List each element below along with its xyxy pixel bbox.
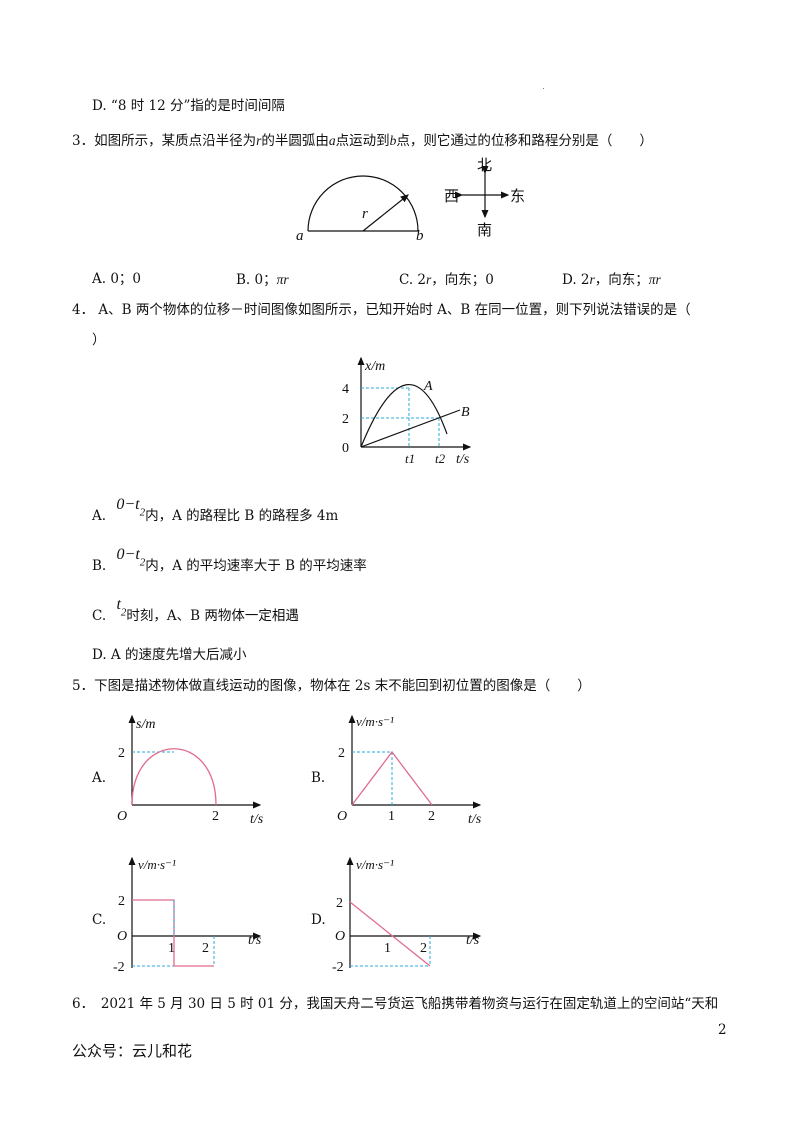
q5d-ylabel: v/m·s⁻¹: [356, 857, 394, 872]
q4-option-c: C. t2时刻，A、B 两物体一定相遇: [92, 596, 299, 624]
q3-point-b: b: [416, 228, 424, 244]
q3-var-b: b: [389, 133, 397, 148]
q3-option-b: B. 0；πr: [236, 272, 289, 288]
q4-xt-graph: x/m 4 2 0 t1 t2 t/s A B: [342, 356, 472, 467]
q4-origin: 0: [342, 441, 349, 456]
q5a-origin: O: [117, 809, 127, 824]
q5b-ylabel: v/m·s⁻¹: [356, 714, 394, 729]
q4-xlabel: t/s: [456, 452, 470, 467]
q3-option-d: D. 2r，向东；πr: [562, 272, 661, 288]
q5c-xlabel: t/s: [248, 933, 262, 948]
q3-point-a: a: [296, 228, 304, 244]
q5c-xtick-1: 1: [168, 941, 175, 956]
q5a-xtick-2: 2: [212, 809, 219, 824]
q4-option-a: A. 0−t2内，A 的路程比 B 的路程多 4m: [92, 496, 339, 524]
q5-stem: 5．下图是描述物体做直线运动的图像，物体在 2s 末不能回到初位置的图像是（ ）: [72, 678, 591, 694]
q5-graph-a: s/m 2 O 2 t/s: [117, 714, 264, 827]
q5-option-c-label: C.: [92, 912, 107, 928]
q5d-origin: O: [335, 929, 345, 944]
compass-east: 东: [510, 188, 525, 205]
q5d-ytick-2: 2: [336, 896, 343, 911]
q3-compass-figure: 北 南 西 东: [444, 157, 525, 239]
compass-west: 西: [444, 189, 459, 205]
q5d-xtick-1: 1: [384, 941, 391, 956]
q5-option-d-label: D.: [311, 912, 326, 928]
q5-option-a-label: A.: [92, 770, 107, 786]
q4-line-b-label: B: [461, 405, 470, 420]
q5d-xtick-2: 2: [420, 941, 427, 956]
q3-stem-part4: 点，则它通过的位移和路程分别是（ ）: [396, 133, 653, 149]
q5b-ytick-2: 2: [338, 746, 345, 761]
q5c-xtick-2: 2: [202, 941, 209, 956]
q4-option-b: B. 0−t2内，A 的平均速率大于 B 的平均速率: [92, 546, 367, 574]
q4-option-d: D. A 的速度先增大后减小: [92, 647, 247, 663]
q5-graph-d: v/m·s⁻¹ 2 -2 O 1 2 t/s: [332, 856, 482, 975]
q5a-ylabel: s/m: [136, 717, 155, 732]
q5c-ytick-2: 2: [118, 894, 125, 909]
q4-ytick-4: 4: [342, 382, 349, 397]
q5b-origin: O: [337, 809, 347, 824]
q3-stem-part2: 的半圆弧由: [261, 133, 329, 149]
q5d-ytick-neg2: -2: [332, 960, 344, 975]
q5-graph-b: v/m·s⁻¹ 2 O 1 2 t/s: [337, 714, 482, 827]
q2-option-d: D. “8 时 12 分”指的是时间间隔: [92, 98, 285, 114]
q5b-xlabel: t/s: [468, 812, 482, 827]
q5c-ytick-neg2: -2: [113, 960, 125, 975]
q5c-origin: O: [117, 929, 127, 944]
q3-number: 3．: [72, 133, 95, 149]
page-number: 2: [718, 1022, 727, 1038]
q5a-xlabel: t/s: [250, 812, 264, 827]
q4-xtick-t2: t2: [435, 451, 446, 466]
q4-stem-line2: ）: [92, 332, 106, 348]
q4-xtick-t1: t1: [405, 451, 415, 466]
q4-stem-line1: 4． A、B 两个物体的位移－时间图像如图所示，已知开始时 A、B 在同一位置，…: [72, 302, 691, 318]
q3-option-a: A. 0；0: [92, 271, 142, 287]
q5b-xtick-2: 2: [428, 809, 435, 824]
q5d-xlabel: t/s: [466, 933, 480, 948]
q3-stem-part3: 点运动到: [335, 133, 390, 149]
compass-south: 南: [477, 222, 492, 239]
q3-var-r: r: [256, 133, 262, 148]
q6-stem: 6． 2021 年 5 月 30 日 5 时 01 分，我国天舟二号货运飞船携带…: [72, 996, 719, 1012]
q3-stem: 3．如图所示，某质点沿半径为r的半圆弧由a点运动到b点，则它通过的位移和路程分别…: [72, 134, 653, 149]
compass-north: 北: [477, 157, 492, 174]
q5b-xtick-1: 1: [388, 809, 395, 824]
q4-ytick-2: 2: [342, 412, 349, 427]
q5a-ytick-2: 2: [118, 746, 125, 761]
q3-radius-label: r: [362, 206, 368, 222]
footer-text: 公众号：云儿和花: [72, 1042, 193, 1060]
q4-curve-a-label: A: [423, 379, 433, 394]
q3-semicircle-figure: a b r: [296, 175, 424, 244]
q5-option-b-label: B.: [311, 770, 326, 786]
q5-graph-c: v/m·s⁻¹ 2 -2 O 1 2 t/s: [113, 856, 262, 975]
q4-ylabel: x/m: [364, 359, 385, 374]
q3-stem-part1: 如图所示，某质点沿半径为: [94, 133, 257, 149]
q3-var-a: a: [328, 133, 336, 148]
q3-option-c: C. 2r，向东；0: [399, 272, 494, 288]
q5c-ylabel: v/m·s⁻¹: [138, 857, 176, 872]
